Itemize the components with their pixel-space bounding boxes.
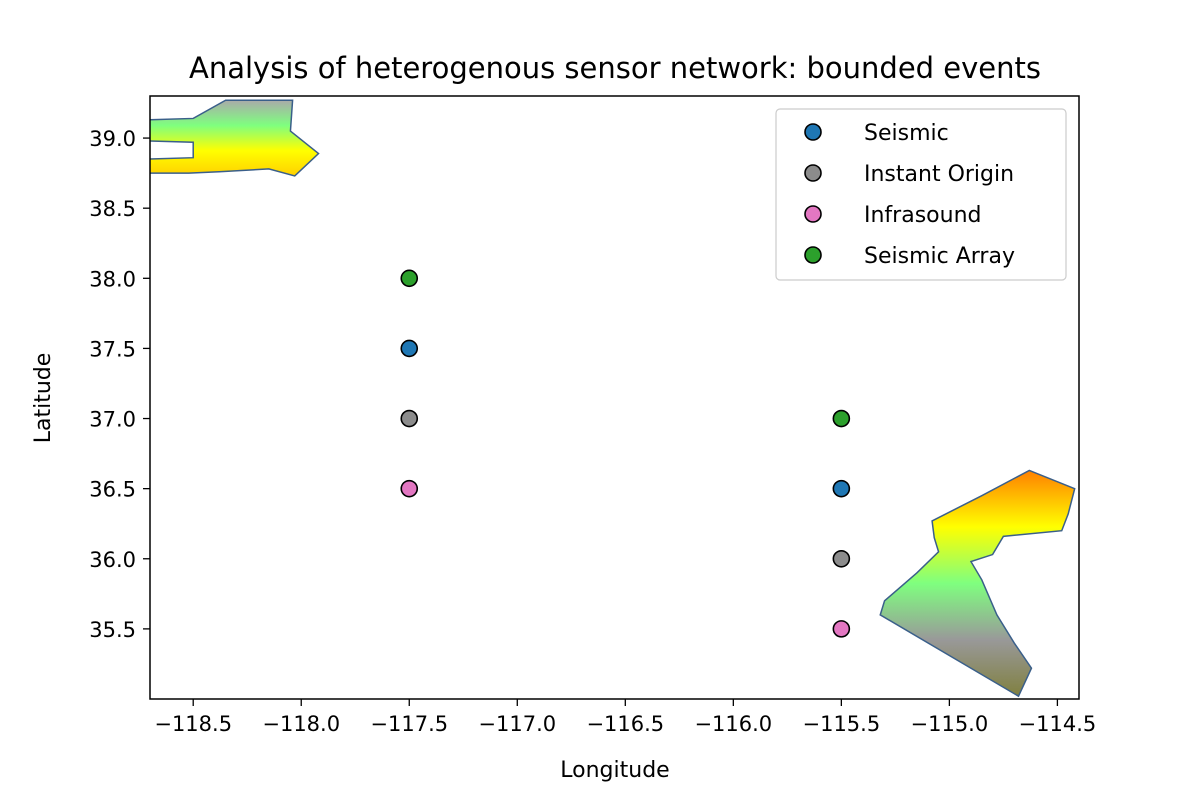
- legend-box: [775, 108, 1067, 281]
- region-north-west: [150, 99, 320, 177]
- point-infrasound: [400, 479, 419, 498]
- legend-marker: [804, 164, 822, 182]
- y-axis-ticks: 35.5 36.0 36.5 37.0 37.5 38.0 38.5 39.0: [89, 127, 150, 642]
- legend-label: Instant Origin: [864, 162, 1014, 187]
- x-tick-label: −118.5: [154, 712, 232, 736]
- x-axis-ticks: −118.5 −118.0 −117.5 −117.0 −116.5 −116.0 −115…: [154, 699, 1096, 736]
- legend-label: Seismic: [864, 121, 949, 146]
- legend: Seismic Instant Origin Infrasound Seismic A…: [775, 108, 1067, 281]
- x-tick-label: −118.0: [262, 712, 340, 736]
- point-instant-origin: [832, 549, 851, 568]
- chart-title: Analysis of heterogenous sensor network:…: [189, 51, 1041, 85]
- legend-marker: [804, 123, 822, 141]
- point-seismic: [400, 339, 419, 358]
- y-tick-label: 39.0: [89, 127, 136, 151]
- y-tick-label: 35.5: [89, 618, 136, 642]
- x-tick-label: −117.0: [478, 712, 556, 736]
- point-infrasound: [832, 620, 851, 638]
- bounded-regions: [150, 99, 1076, 698]
- data-points: [400, 269, 851, 638]
- x-tick-label: −114.5: [1019, 712, 1097, 736]
- y-axis-label: Latitude: [31, 353, 56, 444]
- x-axis-label: Longitude: [560, 758, 669, 783]
- legend-marker: [804, 205, 822, 223]
- y-tick-label: 37.5: [89, 337, 136, 361]
- x-tick-label: −115.0: [911, 712, 989, 736]
- x-tick-label: −117.5: [370, 712, 448, 736]
- point-seismic-array: [832, 409, 851, 428]
- y-tick-label: 36.0: [89, 548, 136, 572]
- x-tick-label: −115.5: [802, 712, 880, 736]
- y-tick-label: 38.0: [89, 267, 136, 291]
- point-seismic-array: [400, 269, 419, 288]
- region-south-east: [879, 469, 1076, 698]
- legend-label: Infrasound: [864, 203, 981, 228]
- y-tick-label: 38.5: [89, 197, 136, 221]
- point-instant-origin: [400, 409, 419, 428]
- legend-marker: [804, 246, 822, 264]
- plot-area-frame: [149, 95, 1080, 700]
- y-tick-label: 36.5: [89, 478, 136, 502]
- x-tick-label: −116.5: [586, 712, 664, 736]
- point-seismic: [832, 479, 851, 498]
- x-tick-label: −116.0: [694, 712, 772, 736]
- legend-label: Seismic Array: [864, 244, 1015, 269]
- y-tick-label: 37.0: [89, 408, 136, 432]
